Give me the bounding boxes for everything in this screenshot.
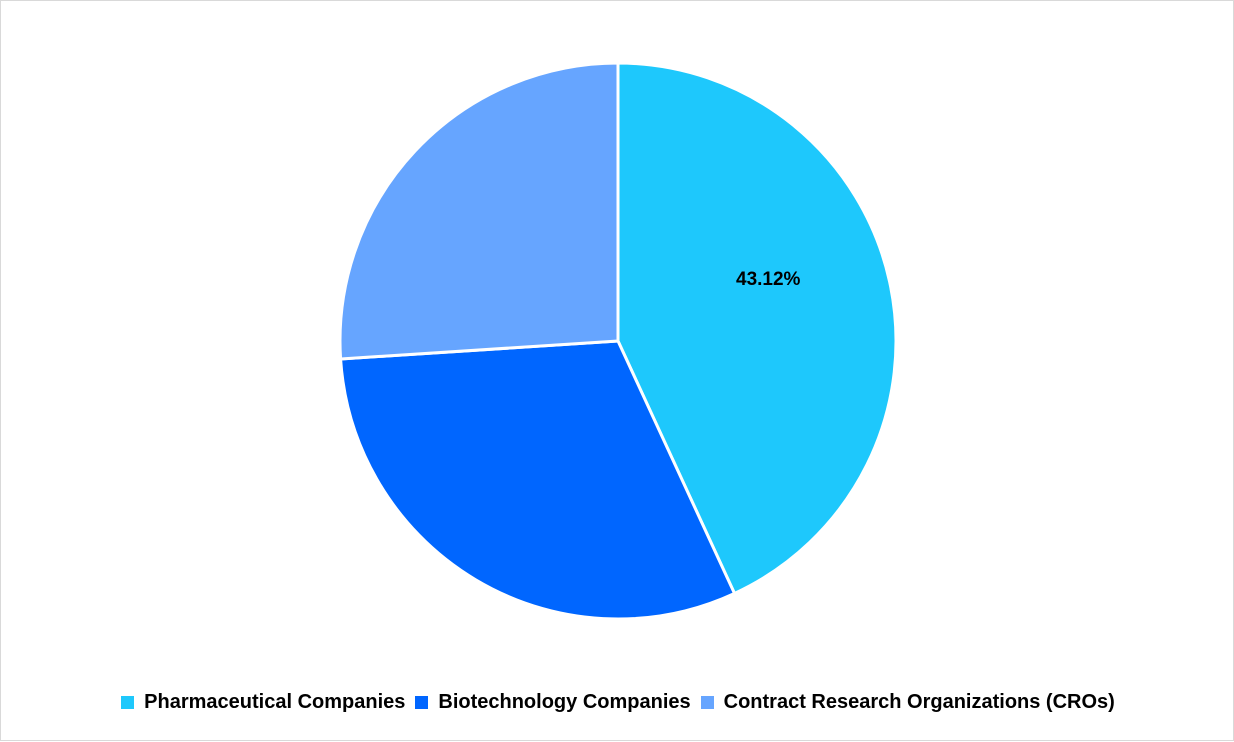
data-label-pharmaceutical: 43.12% bbox=[736, 269, 801, 290]
legend-swatch-icon bbox=[700, 696, 714, 709]
legend-item-cros[interactable]: Contract Research Organizations (CROs) bbox=[700, 691, 1115, 714]
legend: Pharmaceutical Companies Biotechnology C… bbox=[1, 691, 1234, 714]
legend-swatch-icon bbox=[121, 696, 135, 709]
legend-label: Pharmaceutical Companies bbox=[144, 691, 406, 713]
legend-item-biotechnology[interactable]: Biotechnology Companies bbox=[415, 691, 691, 714]
legend-swatch-icon bbox=[415, 696, 429, 709]
pie-slice-pharmaceutical[interactable] bbox=[616, 61, 898, 595]
legend-label: Contract Research Organizations (CROs) bbox=[723, 691, 1115, 713]
pie-slice-biotechnology[interactable] bbox=[339, 339, 736, 621]
legend-label: Biotechnology Companies bbox=[438, 691, 691, 713]
pie-slices bbox=[338, 61, 898, 621]
legend-item-pharmaceutical[interactable]: Pharmaceutical Companies bbox=[121, 691, 405, 714]
pie-slice-cros[interactable] bbox=[338, 61, 620, 361]
